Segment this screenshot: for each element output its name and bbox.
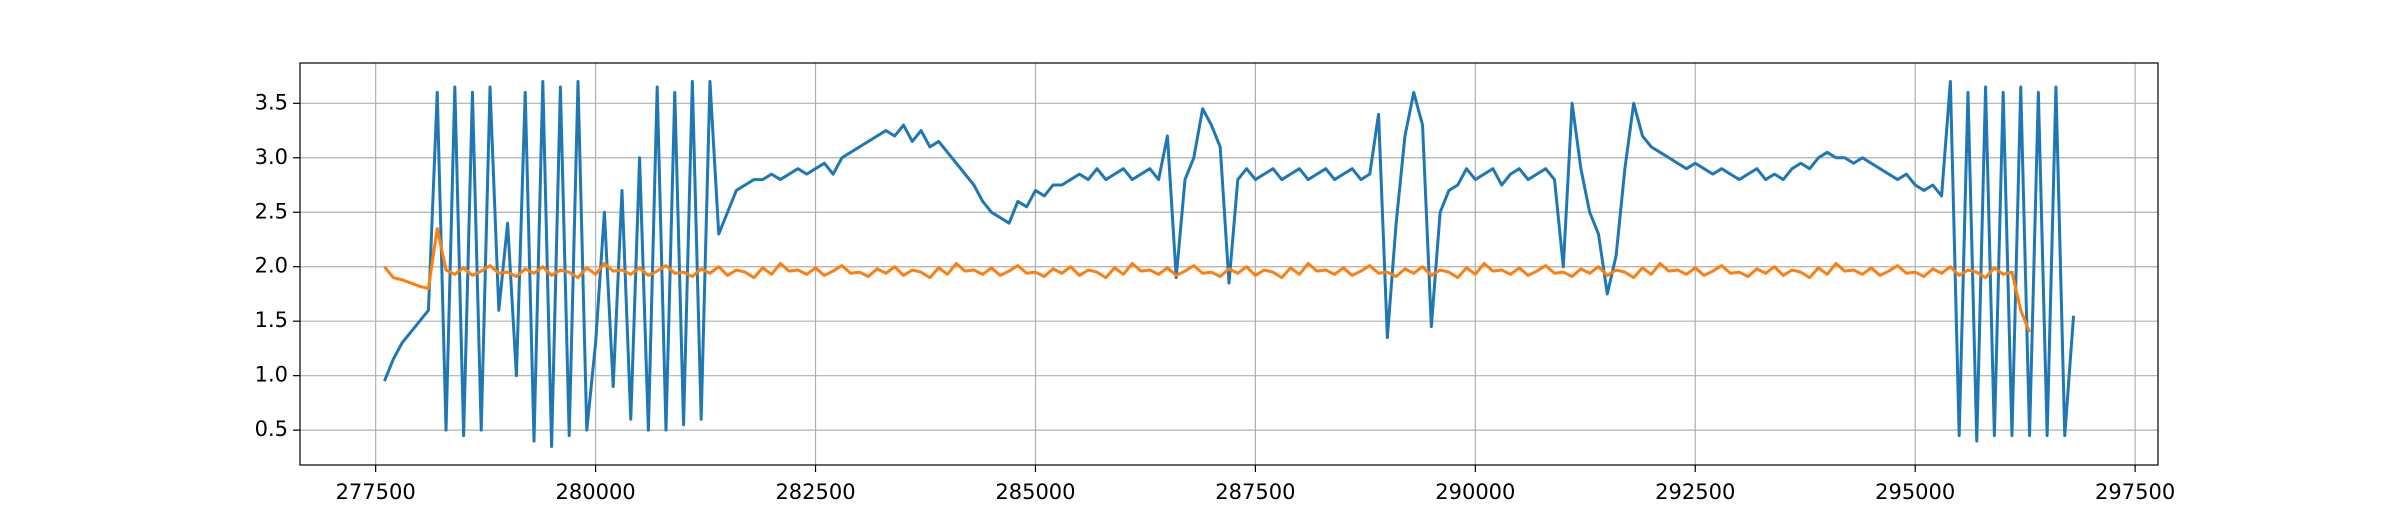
plot-frame: [299, 62, 2159, 466]
line-series: [383, 227, 2031, 333]
x-tick-label: 287500: [1215, 480, 1295, 504]
y-tick-label: 2.0: [255, 254, 288, 278]
y-tick-label: 0.5: [255, 417, 288, 441]
x-tick-label: 295000: [1875, 480, 1955, 504]
x-tick-label: 280000: [556, 480, 636, 504]
line-series: [383, 80, 2076, 448]
y-tick-label: 1.5: [255, 308, 288, 332]
y-tick-label: 3.0: [255, 145, 288, 169]
x-tick-label: 282500: [775, 480, 855, 504]
x-tick-label: 297500: [2095, 480, 2175, 504]
x-tick-label: 292500: [1655, 480, 1735, 504]
y-tick-label: 3.5: [255, 90, 288, 114]
x-tick-label: 277500: [336, 480, 416, 504]
x-tick-label: 285000: [995, 480, 1075, 504]
x-tick-label: 290000: [1435, 480, 1515, 504]
y-tick-label: 2.5: [255, 199, 288, 223]
y-tick-label: 1.0: [255, 363, 288, 387]
